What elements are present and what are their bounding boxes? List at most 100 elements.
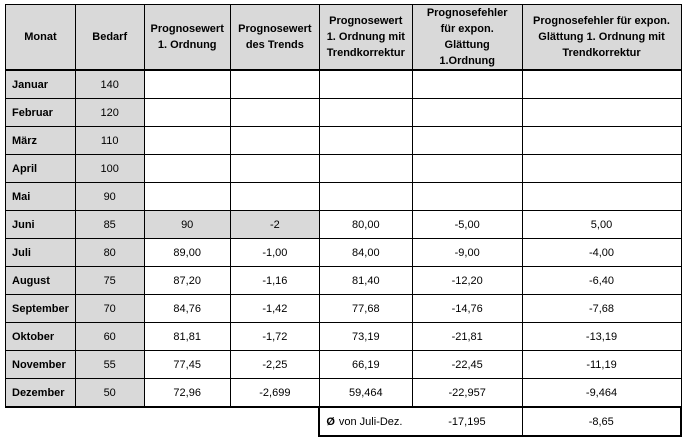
- month-cell: März: [5, 126, 76, 155]
- prognosefehler-trendkorrektur-cell: [521, 182, 682, 211]
- prognosefehler-trendkorrektur-cell: [521, 154, 682, 183]
- month-cell: Dezember: [5, 378, 76, 408]
- prognosewert-trendkorrektur-cell: [318, 154, 413, 183]
- table-row: Februar 120: [5, 98, 682, 127]
- prognosewert-1-ordnung-cell: [143, 126, 231, 155]
- prognosewert-trend-cell: [229, 126, 320, 155]
- prognosefehler-1-ordnung-cell: [411, 98, 523, 127]
- prognosefehler-trendkorrektur-cell: [521, 126, 682, 155]
- month-cell: Juli: [5, 238, 76, 267]
- prognosefehler-trendkorrektur-cell: 5,00: [521, 210, 682, 239]
- prognosewert-trendkorrektur-cell: 59,464: [318, 378, 413, 408]
- prognosewert-trendkorrektur-cell: [318, 182, 413, 211]
- prognosefehler-1-ordnung-cell: [411, 69, 523, 99]
- table-row: September 70 84,76 -1,42 77,68 -14,76 -7,68: [5, 294, 682, 323]
- prognosefehler-trendkorrektur-cell: -9,464: [521, 378, 682, 408]
- month-cell: Juni: [5, 210, 76, 239]
- table-row: Juni 85 90 -2 80,00 -5,00 5,00: [5, 210, 682, 239]
- prognosefehler-1-ordnung-cell: -21,81: [411, 322, 523, 351]
- prognosewert-trend-cell: -1,42: [229, 294, 320, 323]
- spacer-cell: [144, 407, 231, 436]
- bedarf-cell: 70: [74, 294, 145, 323]
- prognosefehler-1-ordnung-cell: [411, 154, 523, 183]
- bedarf-cell: 100: [74, 154, 145, 183]
- table-row: Juli 80 89,00 -1,00 84,00 -9,00 -4,00: [5, 238, 682, 267]
- prognosewert-trendkorrektur-cell: [318, 126, 413, 155]
- prognosewert-trendkorrektur-cell: 81,40: [318, 266, 413, 295]
- spacer-cell: [5, 407, 76, 436]
- prognosewert-trend-cell: [229, 98, 320, 127]
- prognosewert-1-ordnung-cell: 84,76: [143, 294, 231, 323]
- month-cell: August: [5, 266, 76, 295]
- prognosewert-1-ordnung-cell: [143, 182, 231, 211]
- header-prognosewert-1-ordnung: Prognosewert 1. Ordnung: [143, 4, 231, 71]
- header-prognosewert-trendkorrektur: Prognosewert 1. Ordnung mit Trendkorrekt…: [318, 4, 413, 71]
- prognosewert-1-ordnung-cell: 90: [143, 210, 231, 239]
- prognosewert-trend-cell: -1,72: [229, 322, 320, 351]
- month-cell: September: [5, 294, 76, 323]
- spacer-cell: [230, 407, 320, 436]
- prognosewert-trend-cell: -2,25: [229, 350, 320, 379]
- table-row: Oktober 60 81,81 -1,72 73,19 -21,81 -13,19: [5, 322, 682, 351]
- prognosewert-1-ordnung-cell: [143, 154, 231, 183]
- prognosewert-trendkorrektur-cell: 80,00: [318, 210, 413, 239]
- header-bedarf: Bedarf: [74, 4, 145, 71]
- average-label-text: von Juli-Dez.: [338, 415, 403, 428]
- table-row: April 100: [5, 154, 682, 183]
- prognosewert-1-ordnung-cell: 72,96: [143, 378, 231, 408]
- prognosefehler-1-ordnung-cell: -22,957: [411, 378, 523, 408]
- prognosewert-trendkorrektur-cell: [318, 98, 413, 127]
- prognosewert-1-ordnung-cell: 87,20: [143, 266, 231, 295]
- prognosefehler-1-ordnung-cell: [411, 182, 523, 211]
- prognosefehler-1-ordnung-cell: [411, 126, 523, 155]
- month-cell: November: [5, 350, 76, 379]
- prognosewert-trendkorrektur-cell: 77,68: [318, 294, 413, 323]
- bedarf-cell: 90: [74, 182, 145, 211]
- prognosewert-trend-cell: -1,00: [229, 238, 320, 267]
- prognosefehler-trendkorrektur-cell: -7,68: [521, 294, 682, 323]
- table-row: Januar 140: [5, 69, 682, 99]
- prognosefehler-trendkorrektur-cell: -13,19: [521, 322, 682, 351]
- prognosefehler-trendkorrektur-cell: -11,19: [521, 350, 682, 379]
- forecast-table: Monat Bedarf Prognosewert 1. Ordnung Pro…: [5, 4, 682, 437]
- month-cell: Januar: [5, 69, 76, 99]
- month-cell: April: [5, 154, 76, 183]
- prognosewert-trendkorrektur-cell: [318, 69, 413, 99]
- prognosewert-trendkorrektur-cell: 73,19: [318, 322, 413, 351]
- prognosewert-trend-cell: -2,699: [229, 378, 320, 408]
- prognosewert-trend-cell: -1,16: [229, 266, 320, 295]
- prognosewert-trend-cell: [229, 182, 320, 211]
- prognosefehler-1-ordnung-cell: -22,45: [411, 350, 523, 379]
- prognosefehler-1-ordnung-cell: -5,00: [411, 210, 523, 239]
- bedarf-cell: 50: [74, 378, 145, 408]
- prognosefehler-1-ordnung-cell: -14,76: [411, 294, 523, 323]
- average-symbol: Ø: [326, 415, 335, 428]
- prognosewert-trend-cell: -2: [229, 210, 320, 239]
- month-cell: Oktober: [5, 322, 76, 351]
- prognosefehler-trendkorrektur-cell: [521, 98, 682, 127]
- prognosewert-1-ordnung-cell: [143, 69, 231, 99]
- bedarf-cell: 110: [74, 126, 145, 155]
- bedarf-cell: 75: [74, 266, 145, 295]
- prognosewert-1-ordnung-cell: [143, 98, 231, 127]
- header-monat: Monat: [5, 4, 76, 71]
- bedarf-cell: 60: [74, 322, 145, 351]
- prognosefehler-trendkorrektur-cell: -4,00: [521, 238, 682, 267]
- table-row: März 110: [5, 126, 682, 155]
- month-cell: Februar: [5, 98, 76, 127]
- prognosewert-1-ordnung-cell: 77,45: [143, 350, 231, 379]
- bedarf-cell: 85: [74, 210, 145, 239]
- bedarf-cell: 55: [74, 350, 145, 379]
- table-row: Dezember 50 72,96 -2,699 59,464 -22,957 -9,464: [5, 378, 682, 408]
- table-row: Mai 90: [5, 182, 682, 211]
- prognosefehler-1-ordnung-cell: -9,00: [411, 238, 523, 267]
- bedarf-cell: 140: [74, 69, 145, 99]
- prognosefehler-trendkorrektur-cell: -6,40: [521, 266, 682, 295]
- prognosewert-trend-cell: [229, 69, 320, 99]
- bedarf-cell: 80: [74, 238, 145, 267]
- month-cell: Mai: [5, 182, 76, 211]
- header-row: Monat Bedarf Prognosewert 1. Ordnung Pro…: [5, 4, 682, 71]
- bedarf-cell: 120: [74, 98, 145, 127]
